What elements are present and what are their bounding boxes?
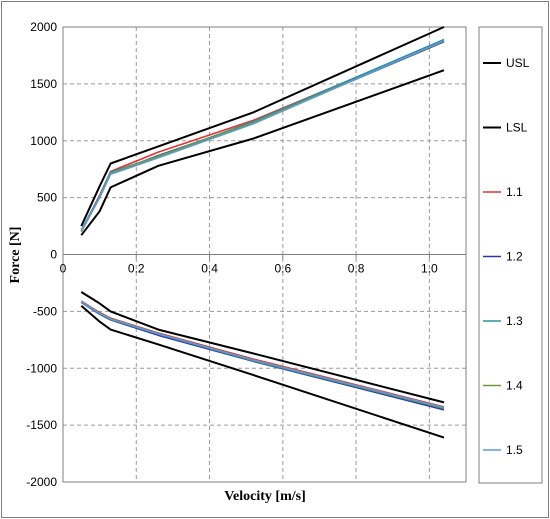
legend-box [478,26,543,484]
legend-label-1.3: 1.3 [506,314,523,328]
y-tick-label: 1000 [30,134,57,148]
x-tick-label: 0.2 [128,262,145,276]
legend-label-LSL: LSL [506,121,528,135]
legend-label-1.4: 1.4 [506,379,523,393]
x-tick-label: 0.8 [348,262,365,276]
legend-label-1.1: 1.1 [506,185,523,199]
y-tick-label: 500 [37,191,57,205]
series-line-1.5-rebound [80,39,445,231]
series-line-1.5-compression [80,300,445,409]
axes [62,26,467,483]
legend: USL LSL 1.1 1.2 1.3 1.4 1.5 [483,56,530,457]
y-axis-label: Force [N] [8,227,23,284]
series-line-LSL-rebound [80,69,445,236]
x-tick-label: 0.4 [201,262,218,276]
legend-label-USL: USL [506,56,530,70]
tick-labels: -2000 -1500 -1000 -500 0 500 1000 1500 2000 0 0.2 0… [26,20,438,489]
series-group [80,26,445,439]
legend-label-1.5: 1.5 [506,443,523,457]
legend-label-1.2: 1.2 [506,250,523,264]
y-tick-label: 2000 [30,20,57,34]
x-tick-label: 1.0 [421,262,438,276]
y-tick-label: 0 [50,248,57,262]
x-tick-label: 0 [60,262,67,276]
y-tick-label: -500 [33,304,57,318]
series-line-LSL-compression [80,304,445,439]
y-tick-label: -2000 [26,475,57,489]
x-tick-label: 0.6 [274,262,291,276]
x-axis-label: Velocity [m/s] [224,489,306,504]
series-line-USL-compression [80,291,445,404]
y-tick-label: -1500 [26,418,57,432]
y-tick-label: -1000 [26,361,57,375]
series-line-USL-rebound [80,26,445,227]
y-tick-label: 1500 [30,77,57,91]
